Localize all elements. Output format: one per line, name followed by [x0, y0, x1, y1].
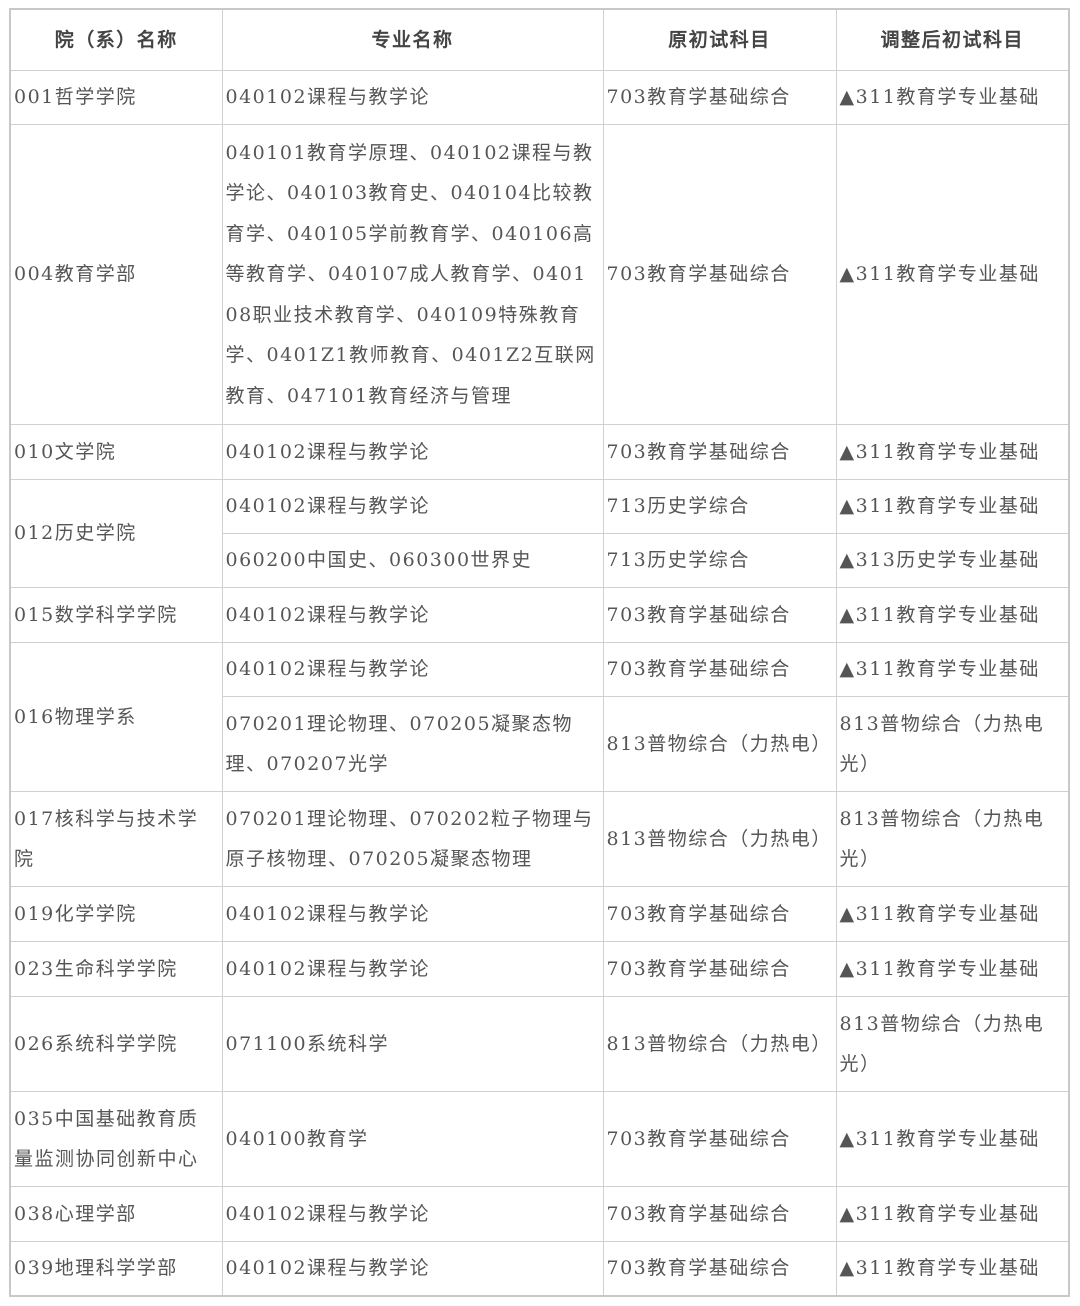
table-row: 039地理科学学部 040102课程与教学论 703教育学基础综合 ▲311教育学专业…: [9, 1241, 1070, 1296]
original-subject-cell: 813普物综合（力热电）: [602, 696, 837, 792]
adjusted-subject-cell: ▲311教育学专业基础: [835, 124, 1070, 425]
table-row: 016物理学系 040102课程与教学论 703教育学基础综合 ▲311教育学专业基础: [9, 642, 1070, 792]
exam-subject-adjustment-table: 院（系）名称 专业名称 原初试科目 调整后初试科目 001哲学学院 040102课…: [9, 8, 1070, 1297]
header-original-subject: 原初试科目: [602, 8, 837, 71]
original-subject-cell: 713历史学综合: [602, 479, 837, 534]
major-cell: 040102课程与教学论: [221, 1186, 604, 1242]
header-row: 院（系）名称 专业名称 原初试科目 调整后初试科目: [9, 8, 1070, 71]
table-row: 070201理论物理、070205凝聚态物理、070207光学 813普物综合（力…: [10, 696, 1070, 792]
original-subject-cell: 703教育学基础综合: [602, 886, 837, 942]
original-subject-cell: 703教育学基础综合: [602, 124, 837, 425]
adjusted-subject-cell: 813普物综合（力热电光）: [835, 996, 1070, 1092]
table-row: 035中国基础教育质量监测协同创新中心 040100教育学 703教育学基础综合 ▲3…: [9, 1091, 1070, 1187]
table-row: 023生命科学学院 040102课程与教学论 703教育学基础综合 ▲311教育学专业…: [9, 941, 1070, 997]
original-subject-cell: 703教育学基础综合: [602, 424, 837, 480]
adjusted-subject-cell: ▲311教育学专业基础: [835, 642, 1070, 697]
adjusted-subject-cell: ▲313历史学专业基础: [835, 533, 1070, 588]
adjusted-subject-cell: ▲311教育学专业基础: [835, 1186, 1070, 1242]
dept-cell: 026系统科学学院: [9, 996, 223, 1092]
original-subject-cell: 703教育学基础综合: [602, 1186, 837, 1242]
adjusted-subject-cell: ▲311教育学专业基础: [835, 941, 1070, 997]
adjusted-subject-cell: 813普物综合（力热电光）: [835, 791, 1070, 887]
table-row: 038心理学部 040102课程与教学论 703教育学基础综合 ▲311教育学专业基础: [9, 1186, 1070, 1242]
major-cell: 071100系统科学: [221, 996, 604, 1092]
major-cell: 040102课程与教学论: [221, 479, 604, 534]
dept-cell: 023生命科学学院: [9, 941, 223, 997]
dept-cell: 015数学科学学院: [9, 587, 223, 643]
major-cell: 060200中国史、060300世界史: [221, 533, 604, 588]
dept-cell: 012历史学院: [9, 479, 223, 588]
original-subject-cell: 703教育学基础综合: [602, 1091, 837, 1187]
table-row: 015数学科学学院 040102课程与教学论 703教育学基础综合 ▲311教育学专业…: [9, 587, 1070, 643]
header-dept: 院（系）名称: [9, 8, 223, 71]
adjusted-subject-cell: ▲311教育学专业基础: [835, 70, 1070, 125]
table-row: 026系统科学学院 071100系统科学 813普物综合（力热电） 813普物综合（力…: [9, 996, 1070, 1092]
major-cell: 070201理论物理、070202粒子物理与原子核物理、070205凝聚态物理: [221, 791, 604, 887]
dept-cell: 035中国基础教育质量监测协同创新中心: [9, 1091, 223, 1187]
major-cell: 040102课程与教学论: [221, 642, 604, 697]
dept-cell: 001哲学学院: [9, 70, 223, 125]
original-subject-cell: 703教育学基础综合: [602, 642, 837, 697]
original-subject-cell: 813普物综合（力热电）: [602, 791, 837, 887]
table-row: 017核科学与技术学院 070201理论物理、070202粒子物理与原子核物理、0…: [9, 791, 1070, 887]
major-cell: 040102课程与教学论: [221, 886, 604, 942]
adjusted-subject-cell: ▲311教育学专业基础: [835, 424, 1070, 480]
dept-cell: 039地理科学学部: [9, 1241, 223, 1296]
major-cell: 040102课程与教学论: [221, 424, 604, 480]
adjusted-subject-cell: 813普物综合（力热电光）: [835, 696, 1070, 792]
major-cell: 040102课程与教学论: [221, 70, 604, 125]
table-row: 019化学学院 040102课程与教学论 703教育学基础综合 ▲311教育学专业基础: [9, 886, 1070, 942]
dept-cell: 010文学院: [9, 424, 223, 480]
dept-cell: 019化学学院: [9, 886, 223, 942]
dept-cell: 038心理学部: [9, 1186, 223, 1242]
table-row: 001哲学学院 040102课程与教学论 703教育学基础综合 ▲311教育学专业基础: [9, 70, 1070, 125]
original-subject-cell: 813普物综合（力热电）: [602, 996, 837, 1092]
major-cell: 040102课程与教学论: [221, 941, 604, 997]
major-cell: 070201理论物理、070205凝聚态物理、070207光学: [221, 696, 604, 792]
original-subject-cell: 703教育学基础综合: [602, 1241, 837, 1296]
adjusted-subject-cell: ▲311教育学专业基础: [835, 479, 1070, 534]
adjusted-subject-cell: ▲311教育学专业基础: [835, 1091, 1070, 1187]
table-row: 060200中国史、060300世界史 713历史学综合 ▲313历史学专业基础: [10, 533, 1070, 588]
major-cell: 040102课程与教学论: [221, 587, 604, 643]
dept-cell: 016物理学系: [9, 642, 223, 792]
table-row: 012历史学院 040102课程与教学论 713历史学综合 ▲311教育学专业基础: [9, 479, 1070, 588]
table-row: 004教育学部 040101教育学原理、040102课程与教学论、040103教育…: [9, 124, 1070, 425]
dept-cell: 017核科学与技术学院: [9, 791, 223, 887]
original-subject-cell: 703教育学基础综合: [602, 941, 837, 997]
major-cell: 040102课程与教学论: [221, 1241, 604, 1296]
original-subject-cell: 713历史学综合: [602, 533, 837, 588]
original-subject-cell: 703教育学基础综合: [602, 587, 837, 643]
adjusted-subject-cell: ▲311教育学专业基础: [835, 1241, 1070, 1296]
header-adjusted-subject: 调整后初试科目: [835, 8, 1070, 71]
table-row: 010文学院 040102课程与教学论 703教育学基础综合 ▲311教育学专业基础: [9, 424, 1070, 480]
major-cell: 040100教育学: [221, 1091, 604, 1187]
header-major: 专业名称: [221, 8, 604, 71]
dept-cell: 004教育学部: [9, 124, 223, 425]
adjusted-subject-cell: ▲311教育学专业基础: [835, 886, 1070, 942]
adjusted-subject-cell: ▲311教育学专业基础: [835, 587, 1070, 643]
original-subject-cell: 703教育学基础综合: [602, 70, 837, 125]
major-cell: 040101教育学原理、040102课程与教学论、040103教育史、04010…: [221, 124, 604, 425]
